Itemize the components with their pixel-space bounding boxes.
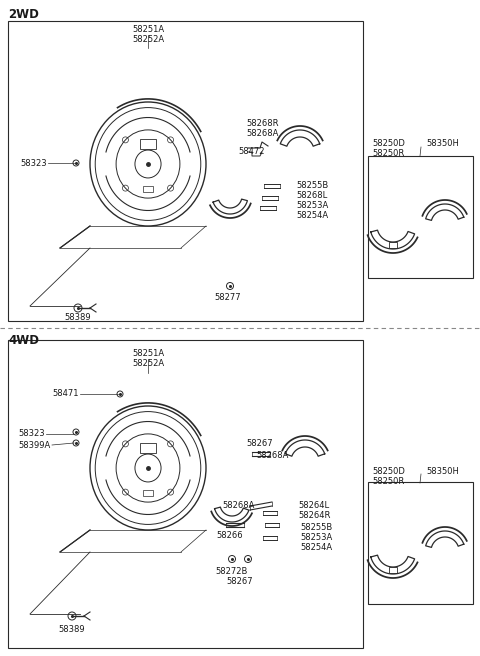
Text: 58266: 58266	[216, 531, 243, 541]
Text: 58399A: 58399A	[18, 440, 50, 449]
Text: 58268A: 58268A	[222, 501, 254, 510]
Text: 58255B: 58255B	[300, 523, 332, 533]
Text: 58323: 58323	[20, 159, 47, 167]
Bar	[8, 340, 363, 648]
Text: 58267: 58267	[246, 440, 273, 449]
Bar	[8, 21, 363, 321]
Text: 4WD: 4WD	[8, 334, 39, 347]
Bar	[368, 156, 473, 278]
Text: 58250D: 58250D	[372, 140, 405, 148]
Text: 58250R: 58250R	[372, 476, 404, 485]
Text: 58471: 58471	[52, 390, 79, 398]
Text: 58272B: 58272B	[216, 567, 248, 575]
Bar	[143, 490, 153, 496]
Bar	[140, 443, 156, 453]
Text: 58251A: 58251A	[132, 26, 164, 35]
Text: 58252A: 58252A	[132, 35, 164, 43]
Text: 58277: 58277	[215, 293, 241, 302]
Bar	[389, 242, 397, 248]
Text: 58253A: 58253A	[300, 533, 332, 543]
Text: 58323: 58323	[18, 430, 45, 438]
Text: 58251A: 58251A	[132, 350, 164, 358]
Text: 58389: 58389	[59, 625, 85, 634]
Text: 58254A: 58254A	[300, 544, 332, 552]
Bar	[143, 186, 153, 192]
Text: 58350H: 58350H	[426, 466, 459, 476]
Bar	[140, 138, 156, 148]
Text: 58268A: 58268A	[256, 451, 288, 461]
Text: 58268R: 58268R	[246, 119, 278, 127]
Text: 58253A: 58253A	[296, 201, 328, 211]
Text: 58268L: 58268L	[296, 192, 327, 201]
Text: 58350H: 58350H	[426, 140, 459, 148]
Text: 2WD: 2WD	[8, 8, 39, 21]
Bar	[389, 567, 397, 573]
Text: 58252A: 58252A	[132, 359, 164, 369]
Text: 58250D: 58250D	[372, 466, 405, 476]
Bar	[368, 482, 473, 604]
Text: 58472: 58472	[238, 146, 264, 155]
Text: 58264L: 58264L	[298, 501, 329, 510]
Text: 58254A: 58254A	[296, 211, 328, 220]
Text: 58255B: 58255B	[296, 182, 328, 190]
Text: 58267: 58267	[227, 577, 253, 586]
Text: 58250R: 58250R	[372, 150, 404, 159]
Text: 58268A: 58268A	[246, 129, 278, 138]
Text: 58389: 58389	[65, 314, 91, 323]
Text: 58264R: 58264R	[298, 512, 330, 520]
